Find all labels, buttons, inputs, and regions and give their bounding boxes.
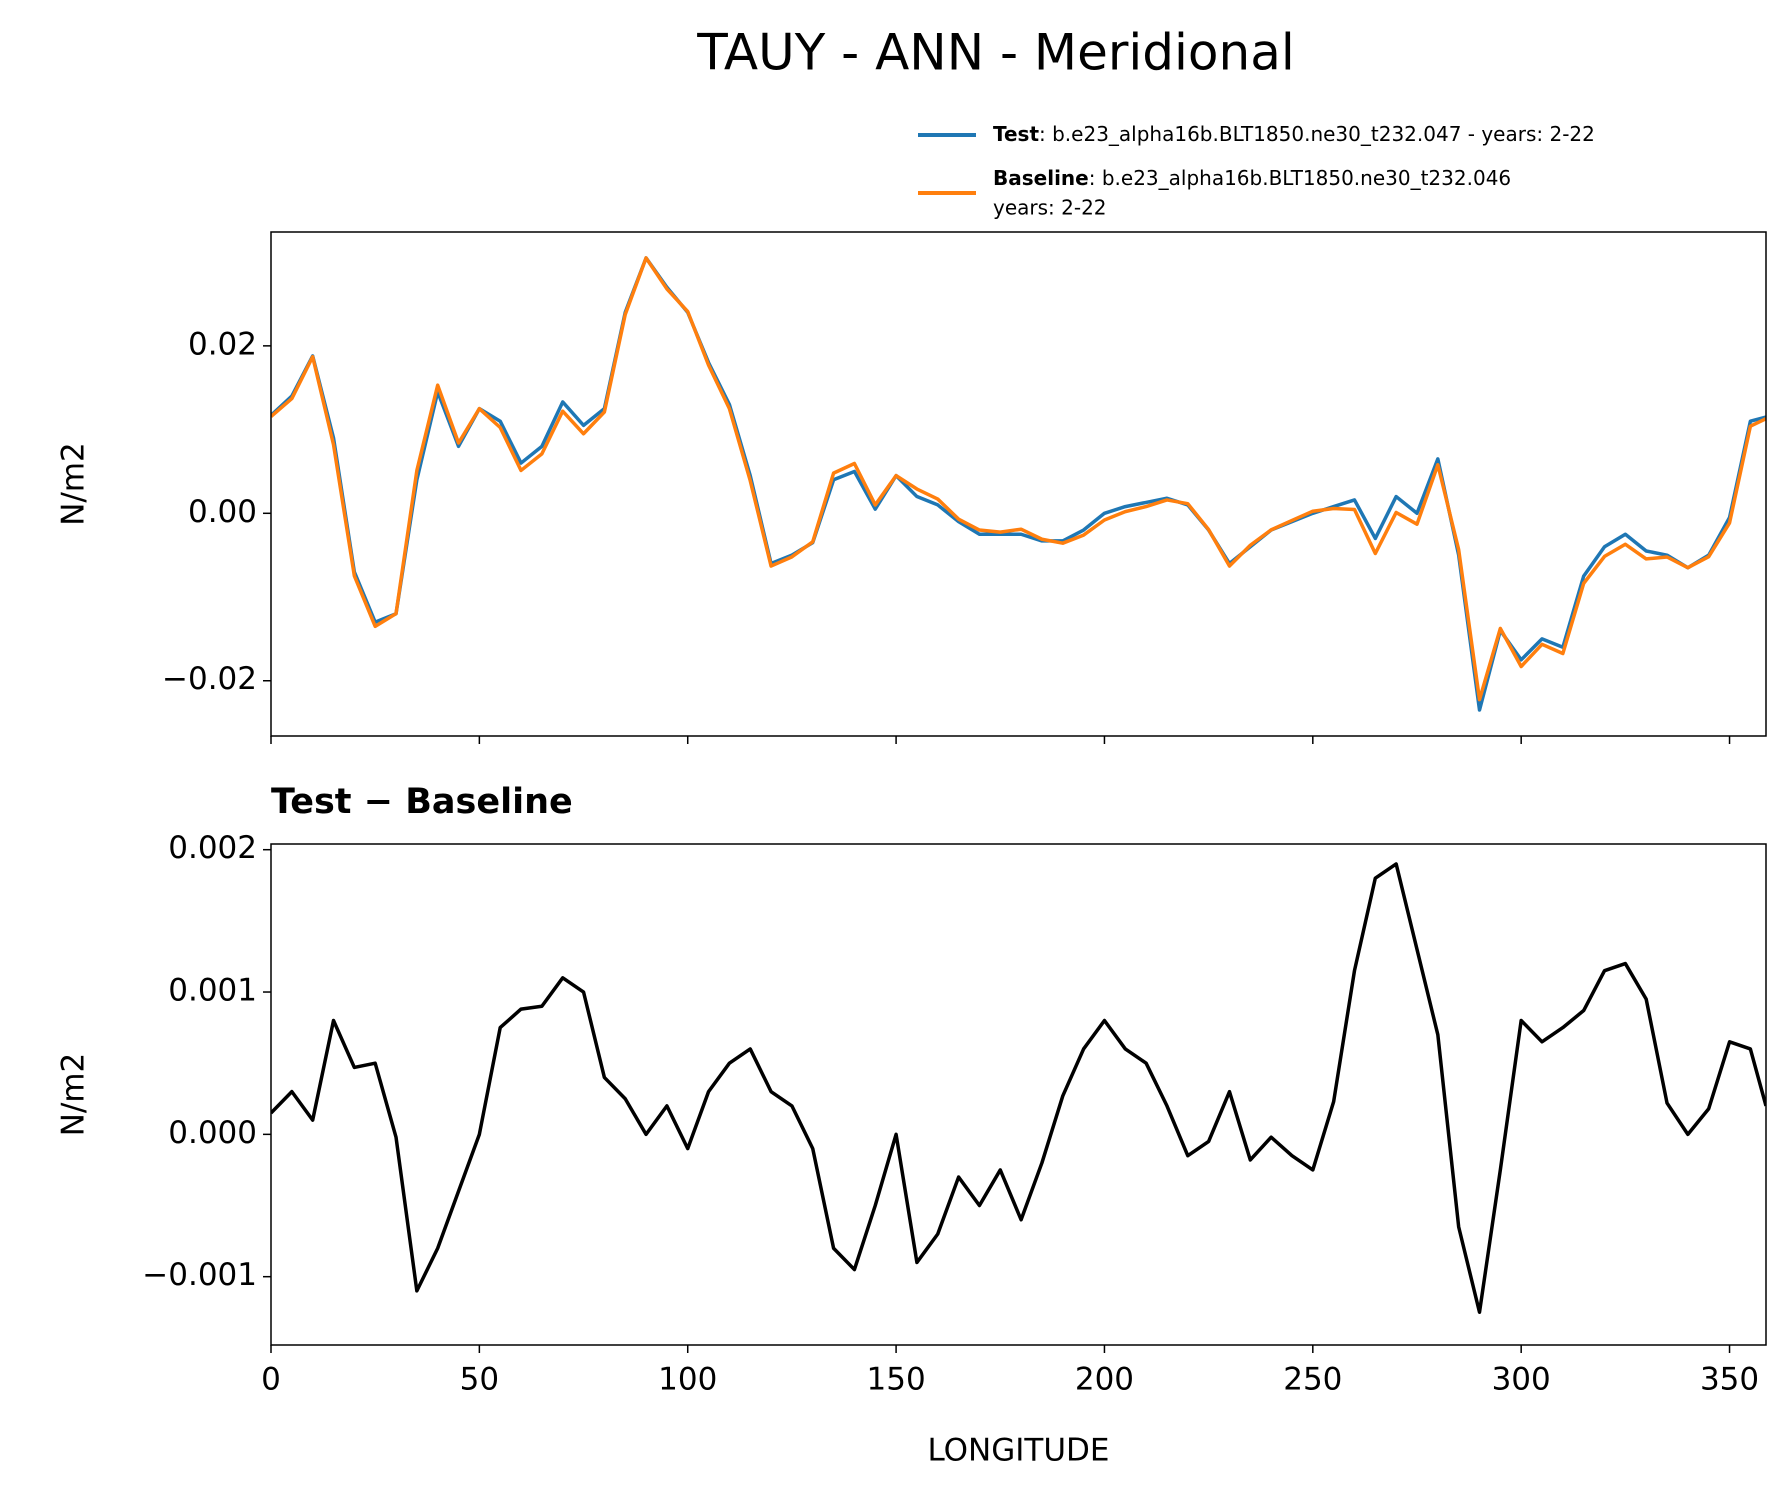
y-axis-label: N/m2	[56, 1053, 92, 1137]
y-tick-label: 0.02	[188, 326, 257, 362]
panel-title: Test − Baseline	[271, 782, 573, 822]
x-tick-label: 350	[1700, 1362, 1759, 1398]
data-line	[271, 862, 1766, 1315]
legend-label: Test: b.e23_alpha16b.BLT1850.ne30_t232.0…	[993, 122, 1595, 146]
chart-title: TAUY - ANN - Meridional	[696, 24, 1294, 82]
x-tick-label: 50	[460, 1362, 499, 1398]
x-tick-label: 250	[1283, 1362, 1342, 1398]
y-tick-label: −0.02	[162, 661, 257, 697]
data-line	[271, 256, 1766, 712]
y-axis-label: N/m2	[56, 442, 92, 526]
legend-name: Test	[993, 122, 1039, 146]
x-tick-label: 0	[261, 1362, 281, 1398]
x-axis-label: LONGITUDE	[927, 1433, 1109, 1469]
x-tick-label: 100	[658, 1362, 717, 1398]
x-tick-label: 300	[1492, 1362, 1551, 1398]
y-tick-label: 0.001	[168, 973, 257, 1009]
axes-frame	[270, 231, 1767, 737]
legend-label: Baseline: b.e23_alpha16b.BLT1850.ne30_t2…	[993, 166, 1511, 190]
x-tick-label: 200	[1075, 1362, 1134, 1398]
y-tick-label: 0.000	[168, 1115, 257, 1151]
x-tick-label: 150	[867, 1362, 926, 1398]
data-line	[271, 256, 1766, 702]
axes-frame	[270, 843, 1767, 1346]
legend-description: : b.e23_alpha16b.BLT1850.ne30_t232.047 -…	[1039, 122, 1595, 146]
legend-description: : b.e23_alpha16b.BLT1850.ne30_t232.046	[1089, 166, 1511, 190]
y-tick-label: 0.00	[188, 494, 257, 530]
legend-name: Baseline	[993, 166, 1089, 190]
y-tick-label: −0.001	[142, 1257, 257, 1293]
y-tick-label: 0.002	[168, 830, 257, 866]
legend-description: years: 2-22	[993, 196, 1107, 220]
